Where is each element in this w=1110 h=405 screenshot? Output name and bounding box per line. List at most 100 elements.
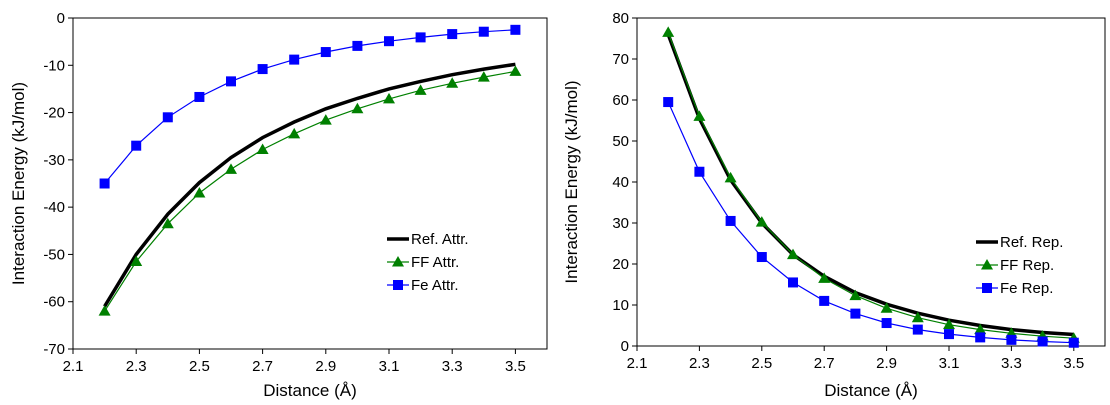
chart-0-series-1-point [130,255,143,267]
chart-1-y-tick-label: 80 [612,10,629,27]
chart-1-y-tick-label: 60 [612,92,629,109]
attraction-chart: 0 -10 -20 -30 -40 -50 -60 -70 2.1 2.3 2.5 2.7 2.9 3.1… [0,0,555,400]
chart-0-y-tick-label: 0 [57,10,65,27]
chart-1-x-axis-label: Distance (Å) [824,381,918,400]
chart-0-legend-label: Fe Attr. [411,277,459,294]
chart-0-series-2-point [289,54,300,65]
repulsion-chart-svg: 0 10 20 30 40 50 60 70 80 2.1 2.3 2.5 2.7 2.9 3.1 3.3 3.… [562,10,1106,400]
chart-1-series-2-point [663,97,674,108]
chart-1-x-tick-label: 3.5 [1063,355,1084,372]
chart-0-series-1-point [256,143,269,154]
chart-1-y-tick-label: 10 [612,297,629,314]
chart-1-series-1-point [755,216,768,227]
chart-1-series-1-point [849,289,862,301]
chart-1-series-1-point [787,248,799,260]
chart-0-series-2-point [131,140,142,151]
chart-1-series-1-point [818,272,831,283]
chart-1-series-2-point [881,318,892,329]
chart-1-y-tick-label: 30 [612,215,629,232]
chart-1-series-1-point [911,311,924,323]
chart-0-y-tick-label: -40 [43,199,65,216]
chart-0-x-axis-label: Distance (Å) [263,381,357,400]
chart-1-series-1-point [724,171,737,183]
chart-0-series-1-point [193,186,206,198]
chart-0-y-tick-label: -60 [43,294,65,311]
chart-1-series-2-point [1037,336,1048,347]
chart-1-y-axis-label: Interaction Energy (kJ/mol) [562,80,581,283]
chart-0-y-tick-label: -20 [43,105,65,122]
chart-0-x-tick-label: 2.5 [189,358,210,375]
chart-0-x-tick-label: 3.1 [379,358,400,375]
chart-1-legend-label: Fe Rep. [1000,280,1053,297]
chart-1-series-2-point [756,252,767,263]
chart-1-y-tick-label: 20 [612,256,629,273]
chart-1-y-tick-label: 40 [612,174,629,191]
chart-1-series-2-point [1068,337,1079,348]
chart-0-series-2-point [194,91,205,102]
chart-0-series-2-point [162,112,173,123]
chart-1-x-tick-label: 2.1 [627,355,648,372]
chart-0-series-2-point [320,47,331,58]
chart-1-series-1-point [662,26,675,37]
chart-0-series-2-point [99,178,110,189]
chart-0-y-axis-label: Interaction Energy (kJ/mol) [9,82,28,285]
chart-1-series-line-2 [667,101,1074,344]
chart-1-series-line-1 [667,32,1074,339]
chart-0-y-tick-label: -70 [43,341,65,358]
chart-1-series-2-point [944,329,954,340]
chart-1-x-tick-label: 3.1 [939,355,960,372]
chart-1-y-tick-label: 50 [612,133,629,150]
chart-1-x-tick-label: 2.3 [689,355,710,372]
chart-0-series-2-point [226,76,236,87]
chart-0-x-tick-label: 3.5 [505,358,526,375]
chart-0-series-1-point [509,65,522,76]
chart-0-series-1-point [383,92,395,104]
chart-1-y-tick-label: 0 [621,338,629,355]
chart-0-series-line-2 [104,29,516,184]
chart-0-legend-marker [393,280,403,290]
chart-1-series-2-point [912,324,923,335]
chart-1-series-2-point [850,308,861,319]
chart-1-series-2-point [819,295,830,306]
chart-0-x-tick-label: 3.3 [442,358,463,375]
chart-1-x-tick-label: 3.3 [1001,355,1022,372]
chart-0-legend-label: Ref. Attr. [411,231,469,248]
chart-0-series-1-point [319,114,332,125]
chart-1-series-2-point [694,166,705,177]
chart-0-series-1-point [477,71,490,82]
chart-0-series-1-point [225,163,237,174]
chart-1-x-tick-label: 2.9 [876,355,897,372]
chart-0-series-2-point [415,32,426,43]
chart-0-y-tick-label: -30 [43,152,65,169]
chart-1-series-2-point [975,332,986,343]
chart-0-y-tick-label: -50 [43,246,65,263]
chart-1-series-1-point [974,323,987,335]
chart-0-series-2-point [447,29,458,40]
chart-0-x-tick-label: 2.7 [252,358,273,375]
chart-1-series-1-point [693,110,706,121]
chart-1-legend-marker [981,259,993,270]
chart-0-legend-label: FF Attr. [411,254,459,271]
chart-1-series-2-point [788,277,798,288]
chart-1-x-tick-label: 2.5 [751,355,772,372]
chart-0-x-tick-label: 2.1 [63,358,84,375]
attraction-chart-svg: 0 -10 -20 -30 -40 -50 -60 -702.1 2.3 2.5 2.7 2.9 3.1… [9,10,548,400]
chart-1-series-1-point [943,318,955,330]
chart-1-legend-label: Ref. Rep. [1000,234,1063,251]
chart-1-series-1-point [880,302,893,313]
chart-0-series-line-0 [103,62,516,308]
chart-0-series-2-point [478,26,489,37]
chart-0-series-1-point [351,102,364,114]
chart-1-series-2-point [1006,334,1017,345]
chart-0-series-1-point [161,217,174,229]
chart-1-series-line-0 [666,33,1074,337]
chart-0-y-tick-label: -10 [43,57,65,74]
chart-0-series-1-point [414,84,427,95]
chart-1-x-tick-label: 2.7 [814,355,835,372]
chart-0-series-1-point [446,77,459,88]
chart-0-series-2-point [352,40,363,51]
chart-0-legend-marker [392,256,404,267]
chart-1-series-2-point [725,215,736,226]
repulsion-chart: 0 10 20 30 40 50 60 70 80 2.1 2.3 2.5 2.7 2.9 3.1 3.3 3.… [555,0,1110,400]
chart-0-x-tick-label: 2.3 [126,358,147,375]
